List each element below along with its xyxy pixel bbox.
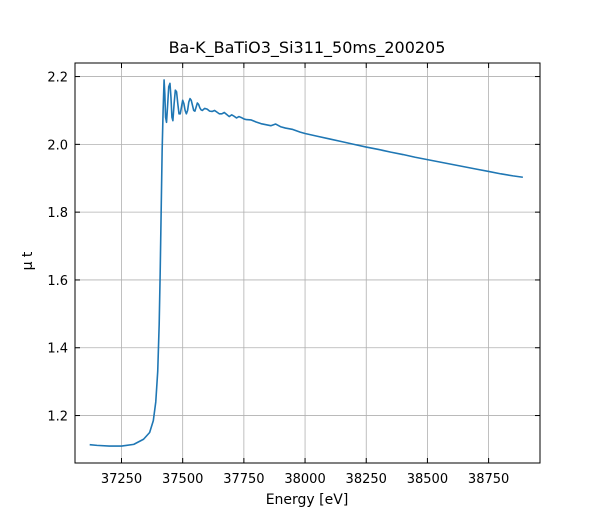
axes-frame (74, 62, 541, 464)
y-tick-label: 2.0 (47, 138, 68, 153)
x-tick-label: 38000 (284, 472, 325, 487)
x-tick-label: 38250 (346, 472, 387, 487)
x-tick-label: 37250 (101, 472, 142, 487)
y-tick-label: 1.4 (47, 342, 68, 357)
plot-area: 37250 37500 37750 38000 38250 38500 38750 1.2 1.… (47, 62, 541, 487)
x-tick-label: 37750 (223, 472, 264, 487)
x-axis-label: Energy [eV] (266, 492, 349, 508)
chart-title: Ba-K_BaTiO3_Si311_50ms_200205 (169, 38, 446, 58)
y-axis-label: μ t (20, 251, 36, 270)
y-tick-label: 2.2 (47, 71, 68, 86)
series-line (89, 79, 523, 447)
y-tick-label: 1.2 (47, 410, 68, 425)
x-tick-label: 38750 (468, 472, 509, 487)
x-tick-label: 38500 (407, 472, 448, 487)
y-tick-label: 1.8 (47, 206, 68, 221)
y-tick-label: 1.6 (47, 274, 68, 289)
x-tick-label: 37500 (162, 472, 203, 487)
